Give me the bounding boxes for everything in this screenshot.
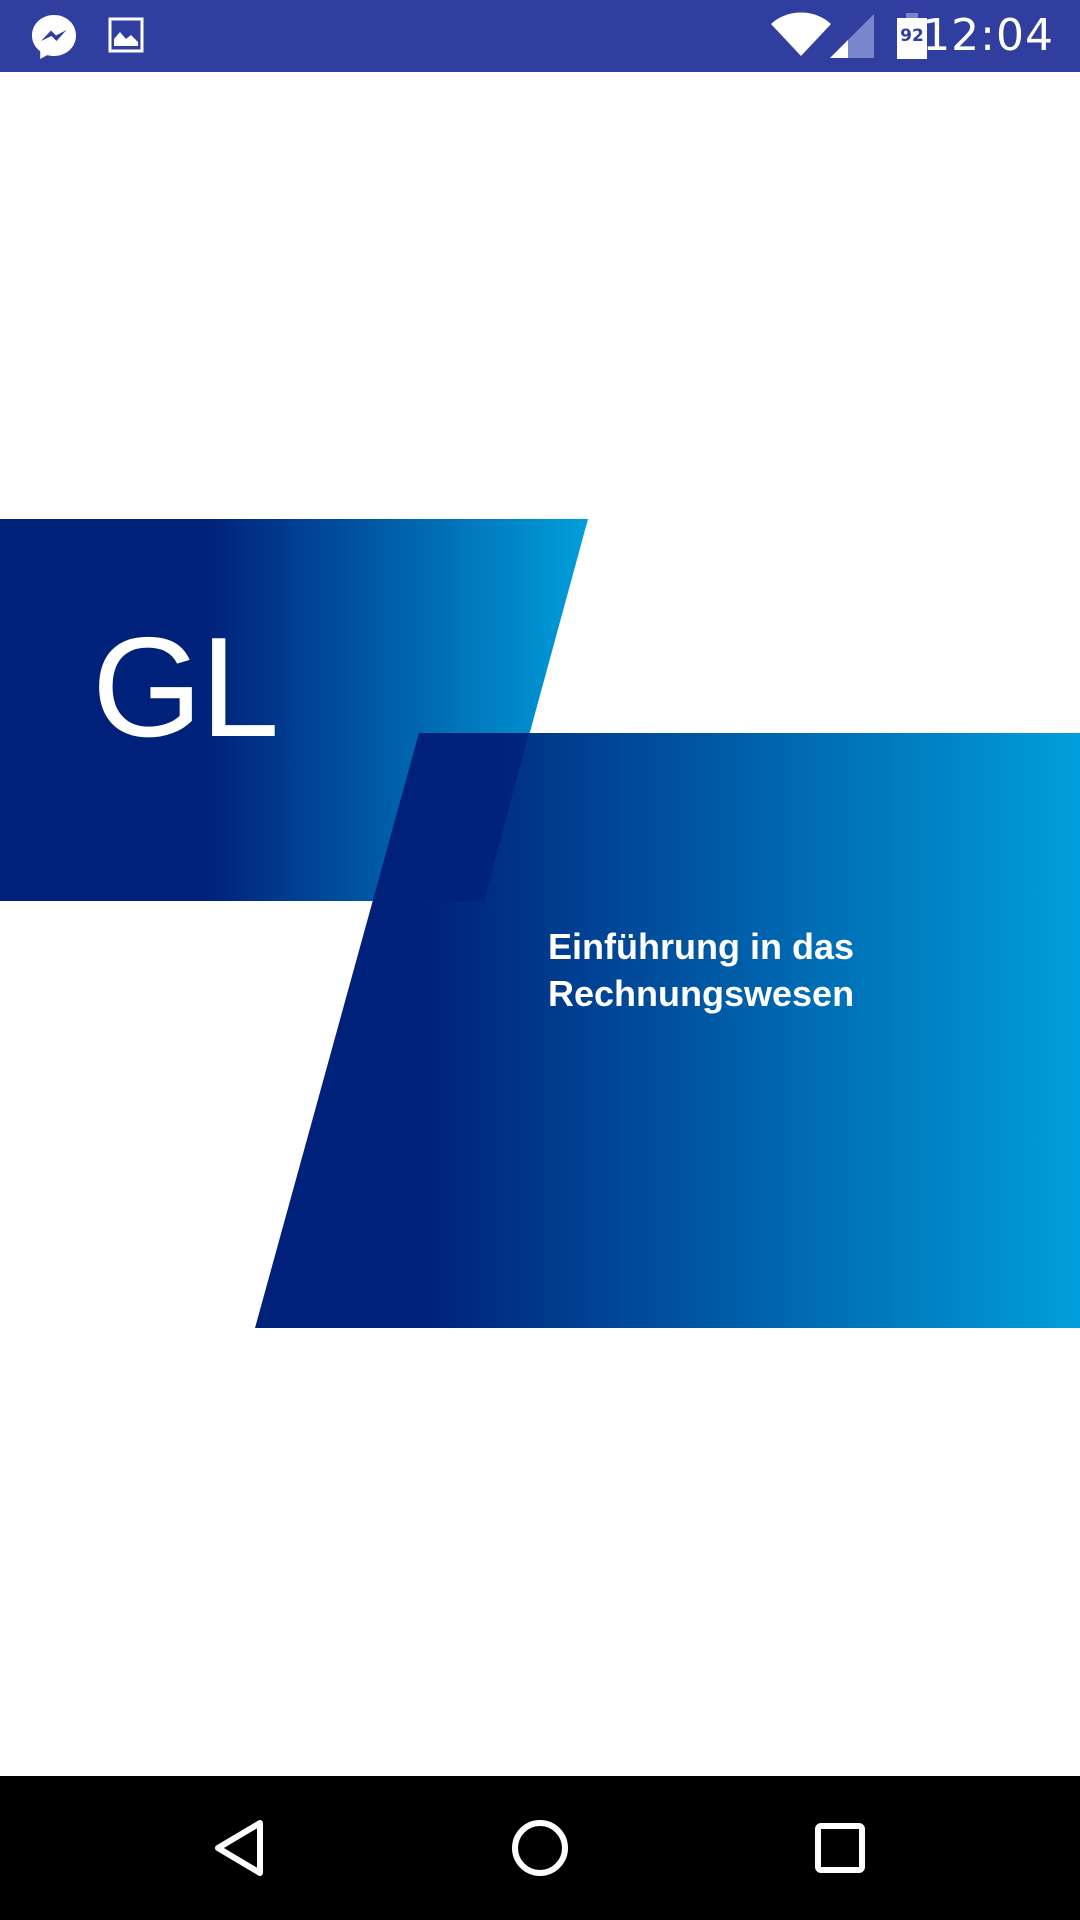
subtitle-line-1: Einführung in das: [548, 926, 854, 967]
home-button[interactable]: [490, 1798, 590, 1898]
splash-screen: GL Einführung in das Rechnungswesen: [0, 72, 1080, 1776]
subtitle-line-2: Rechnungswesen: [548, 973, 855, 1014]
cell-signal-icon: [830, 14, 876, 58]
recents-button[interactable]: [790, 1798, 890, 1898]
status-time: 12:04: [922, 10, 1054, 61]
home-icon: [512, 1820, 568, 1876]
status-bar: 92 12:04: [0, 0, 1080, 72]
app-subtitle: Einführung in das Rechnungswesen: [548, 923, 988, 1017]
recents-icon: [815, 1823, 865, 1873]
battery-icon: 92: [897, 13, 927, 59]
banner-overlap: [373, 733, 529, 901]
image-icon: [108, 17, 144, 53]
messenger-icon: [30, 13, 78, 61]
back-icon: [215, 1820, 263, 1876]
battery-level: 92: [900, 26, 924, 46]
app-logo-text: GL: [92, 608, 279, 767]
back-button[interactable]: [190, 1798, 290, 1898]
wifi-icon: [770, 12, 832, 58]
navigation-bar: [0, 1776, 1080, 1920]
splash-graphic: [0, 519, 1080, 1328]
